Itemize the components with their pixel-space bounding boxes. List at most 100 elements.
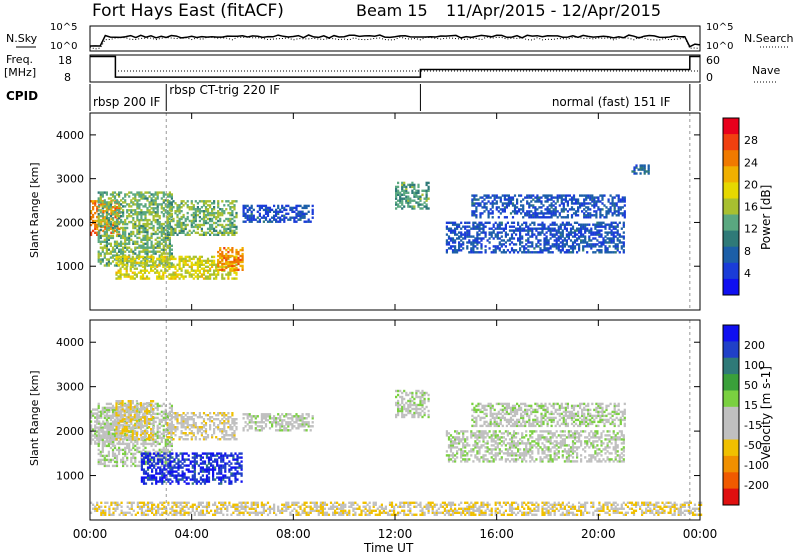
echo-cell	[411, 189, 414, 192]
echo-cell	[515, 227, 518, 230]
echo-cell	[498, 223, 501, 226]
echo-cell	[135, 273, 138, 276]
echo-cell	[107, 428, 110, 432]
echo-cell	[111, 193, 115, 196]
echo-cell	[220, 460, 223, 463]
echo-cell	[152, 426, 155, 429]
echo-cell	[121, 420, 124, 423]
echo-cell	[562, 216, 565, 219]
echo-cell	[150, 406, 153, 409]
echo-cell	[168, 442, 171, 446]
echo-cell	[198, 438, 201, 441]
echo-cell	[613, 212, 616, 215]
echo-cell	[124, 250, 127, 253]
echo-cell	[490, 231, 493, 234]
echo-cell	[115, 458, 119, 462]
echo-cell	[150, 422, 153, 426]
echo-cell	[516, 206, 519, 209]
echo-cell	[490, 233, 493, 236]
echo-cell	[141, 275, 145, 278]
echo-cell	[621, 198, 624, 201]
echo-cell	[124, 434, 127, 438]
echo-cell	[166, 238, 169, 241]
echo-cell	[101, 406, 104, 410]
echo-cell	[145, 410, 149, 413]
echo-cell	[473, 196, 476, 199]
echo-cell	[151, 470, 154, 473]
echo-cell	[488, 231, 491, 234]
echo-cell	[176, 269, 179, 272]
echo-cell	[154, 211, 157, 214]
echo-cell	[156, 269, 159, 272]
echo-cell	[601, 208, 604, 211]
echo-cell	[483, 206, 486, 209]
echo-cell	[235, 231, 238, 234]
echo-cell	[107, 197, 110, 200]
echo-cell	[153, 476, 156, 479]
echo-cell	[427, 189, 430, 192]
echo-cell	[117, 406, 120, 409]
echo-cell	[203, 470, 207, 473]
echo-cell	[100, 204, 103, 207]
echo-cell	[162, 434, 165, 438]
echo-cell	[224, 452, 227, 455]
echo-cell	[567, 245, 570, 248]
echo-cell	[111, 444, 115, 448]
echo-cell	[584, 245, 587, 248]
echo-cell	[540, 212, 543, 215]
echo-cell	[129, 265, 132, 268]
echo-cell	[129, 269, 132, 272]
echo-cell	[150, 201, 153, 204]
echo-cell	[196, 261, 199, 264]
echo-cell	[109, 460, 112, 464]
echo-cell	[531, 243, 534, 246]
echo-cell	[104, 227, 107, 231]
echo-cell	[128, 203, 131, 206]
echo-cell	[175, 474, 178, 477]
echo-cell	[498, 243, 501, 246]
echo-cell	[544, 194, 547, 197]
echo-cell	[526, 200, 529, 203]
echo-cell	[196, 416, 199, 419]
echo-cell	[409, 199, 412, 202]
echo-cell	[196, 231, 199, 234]
echo-cell	[195, 452, 198, 455]
echo-cell	[476, 237, 479, 240]
echo-cell	[111, 432, 115, 436]
echo-cell	[215, 217, 218, 221]
echo-cell	[583, 200, 586, 203]
echo-cell	[170, 193, 173, 196]
echo-cell	[107, 454, 110, 458]
echo-cell	[587, 194, 590, 197]
echo-cell	[190, 412, 193, 415]
echo-cell	[158, 226, 161, 230]
echo-cell	[152, 215, 155, 218]
echo-cell	[230, 474, 233, 477]
echo-cell	[118, 220, 121, 224]
echo-cell	[136, 408, 139, 412]
echo-cell	[205, 476, 209, 479]
echo-cell	[203, 460, 207, 463]
echo-cell	[409, 185, 412, 189]
echo-cell	[466, 235, 469, 238]
echo-cell	[417, 203, 420, 206]
echo-cell	[134, 224, 137, 228]
echo-cell	[496, 235, 499, 238]
echo-cell	[587, 206, 590, 209]
echo-cell	[612, 227, 615, 230]
echo-cell	[586, 223, 589, 226]
echo-cell	[217, 210, 220, 213]
echo-cell	[150, 452, 153, 456]
echo-cell	[122, 440, 125, 444]
echo-cell	[598, 229, 601, 232]
echo-cell	[117, 414, 120, 417]
echo-cell	[122, 215, 125, 218]
echo-cell	[449, 229, 453, 232]
echo-cell	[170, 406, 173, 410]
echo-cell	[583, 214, 586, 217]
echo-cell	[168, 458, 171, 462]
echo-cell	[131, 438, 134, 441]
echo-cell	[622, 231, 625, 234]
echo-cell	[129, 402, 132, 405]
echo-cell	[140, 464, 143, 467]
